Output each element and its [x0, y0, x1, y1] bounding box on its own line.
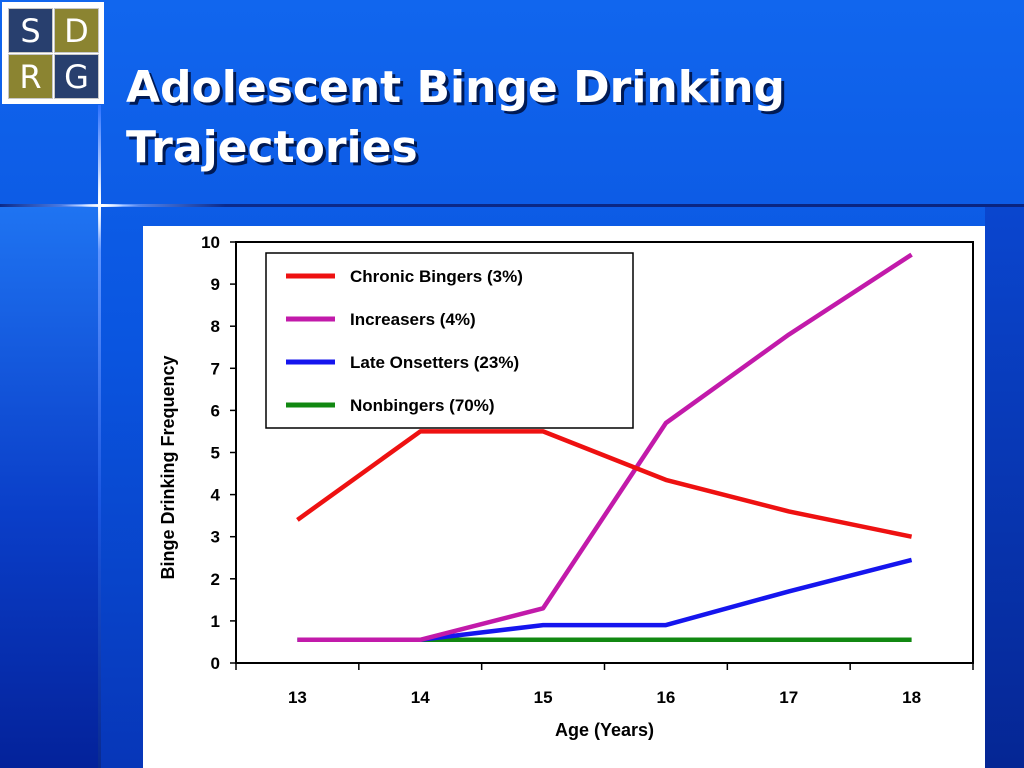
- y-tick-label: 0: [211, 654, 220, 673]
- x-tick-label: 14: [411, 688, 430, 707]
- y-tick-label: 10: [201, 233, 220, 252]
- y-tick-label: 3: [211, 528, 220, 547]
- y-tick-label: 5: [211, 444, 220, 463]
- chart-series-lines: [296, 252, 913, 643]
- legend-box: [265, 252, 634, 429]
- x-axis-title: Age (Years): [555, 720, 654, 740]
- chart-panel: 0 1 2 3 4 5 6 7 8 9 10 13 14 15 16 17 18 Age (Years) Binge…: [143, 226, 985, 768]
- horizontal-divider: [0, 204, 1024, 207]
- logo-letter-g: G: [54, 54, 99, 99]
- series-chronic: [296, 429, 913, 539]
- series-line: [297, 252, 913, 643]
- sdrg-logo: S D R G: [2, 2, 104, 104]
- y-tick-label: 7: [211, 359, 220, 378]
- right-background-band: [985, 205, 1024, 768]
- line-chart: 0 1 2 3 4 5 6 7 8 9 10 13 14 15 16 17 18 Age (Years) Binge…: [158, 233, 974, 740]
- series-line: [296, 429, 913, 539]
- legend-label: Chronic Bingers (3%): [350, 267, 523, 286]
- x-tick-label: 16: [656, 688, 675, 707]
- x-tick-label: 18: [902, 688, 921, 707]
- slide-title: Adolescent Binge Drinking Trajectories: [126, 58, 986, 178]
- x-tick-label: 17: [779, 688, 798, 707]
- logo-letter-r: R: [8, 54, 53, 99]
- series-late: [297, 557, 913, 643]
- y-tick-label: 1: [211, 612, 220, 631]
- series-line: [297, 557, 913, 643]
- slide-title-line-2: Trajectories: [126, 122, 418, 173]
- series-increasers: [297, 252, 913, 643]
- logo-letter-d: D: [54, 8, 99, 53]
- sparkle-glint-vertical: [98, 170, 101, 240]
- y-tick-label: 8: [211, 317, 220, 336]
- y-axis-title: Binge Drinking Frequency: [158, 355, 178, 579]
- y-tick-label: 6: [211, 401, 220, 420]
- legend-label: Late Onsetters (23%): [350, 353, 519, 372]
- vertical-divider: [98, 105, 101, 768]
- logo-letter-s: S: [8, 8, 53, 53]
- y-tick-label: 2: [211, 570, 220, 589]
- legend-label: Nonbingers (70%): [350, 396, 495, 415]
- legend-label: Increasers (4%): [350, 310, 476, 329]
- y-tick-label: 9: [211, 275, 220, 294]
- slide-title-line-1: Adolescent Binge Drinking: [126, 62, 785, 113]
- left-background-band: [0, 205, 100, 768]
- chart-legend: Chronic Bingers (3%) Increasers (4%) Late …: [265, 252, 634, 429]
- x-tick-label: 15: [534, 688, 553, 707]
- y-tick-label: 4: [211, 486, 221, 505]
- chart-axes: 0 1 2 3 4 5 6 7 8 9 10 13 14 15 16 17 18 Age (Years) Binge…: [158, 233, 974, 740]
- x-tick-label: 13: [288, 688, 307, 707]
